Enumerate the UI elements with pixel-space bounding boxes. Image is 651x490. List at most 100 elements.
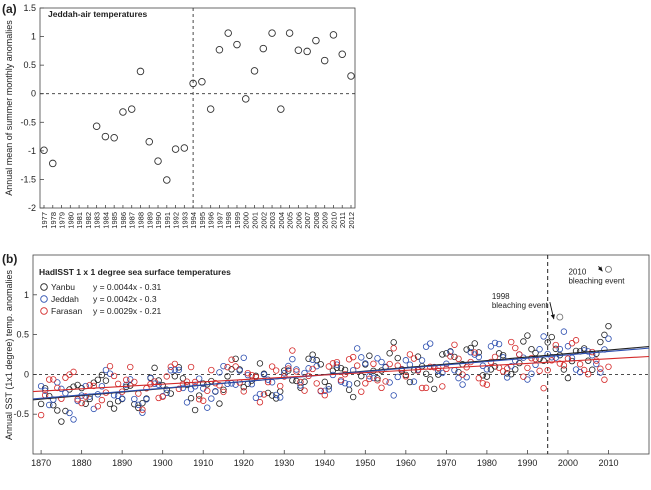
- panel-b-plot: Annual SST (1x1 degree) temp. anomalies …: [4, 254, 650, 468]
- panel-b-data-point-jeddah: [143, 396, 150, 403]
- panel-b-data-point-farasan: [378, 384, 385, 392]
- panel-b-data-point-farasan: [390, 345, 397, 352]
- panel-a-data-point: [215, 45, 224, 54]
- panel-b-data-point-jeddah: [572, 366, 580, 373]
- panel-b-data-point-jeddah: [175, 366, 183, 374]
- panel-b-data-point-jeddah: [426, 340, 434, 347]
- panel-b-data-point-jeddah: [305, 365, 312, 372]
- panel-b-data-point-yanbu: [349, 393, 357, 401]
- panel-b-data-point-jeddah: [183, 399, 191, 406]
- panel-b-data-point-farasan: [524, 364, 531, 372]
- panel-b-data-point-yanbu: [358, 372, 365, 380]
- panel-b-data-point-yanbu: [560, 366, 568, 373]
- panel-a-x-tick-label: 1992: [172, 212, 181, 229]
- panel-a-x-tick-label: 2012: [347, 212, 356, 229]
- panel-b-trend-lines: [32, 345, 650, 401]
- panel-b-data-point-yanbu: [406, 378, 414, 386]
- panel-b-data-point-yanbu: [171, 373, 179, 380]
- panel-b-data-point-jeddah: [256, 390, 264, 398]
- panel-a-data-point: [171, 145, 180, 153]
- panel-b-data-point-yanbu: [544, 339, 551, 346]
- panel-a-x-ticks: 1977 1978 1979 1980 1981 1982 1983 1984 1985 1986…: [40, 205, 356, 229]
- panel-b-data-point-yanbu: [135, 404, 142, 412]
- panel-a-data-point: [224, 29, 232, 37]
- panel-a-y-tick-label: 1.5: [23, 3, 36, 13]
- panel-b-data-point-farasan: [277, 382, 284, 390]
- panel-b-data-point-yanbu: [443, 350, 450, 357]
- panel-b-data-point-farasan: [358, 388, 365, 395]
- panel-b-data-point-farasan: [114, 380, 122, 388]
- panel-b-data-point-farasan: [293, 368, 300, 375]
- panel-b-data-point-jeddah: [236, 367, 243, 374]
- panel-b-data-point-farasan: [345, 356, 353, 363]
- panel-b-data-point-yanbu: [151, 364, 158, 372]
- panel-b-data-point-yanbu: [232, 355, 239, 363]
- panel-b-data-point-yanbu: [313, 356, 320, 364]
- panel-a-x-tick-label: 1994: [189, 212, 198, 229]
- panel-b-data-point-farasan: [204, 387, 211, 394]
- panel-b-data-point-jeddah: [139, 409, 146, 416]
- panel-a-data-point: [180, 144, 189, 152]
- panel-b-data-point-yanbu: [512, 366, 519, 373]
- panel-b-y-tick-label: -0.5: [13, 409, 29, 419]
- panel-b-data-point-yanbu: [548, 333, 555, 341]
- panel-a-y-ticks: -2 -1.5 -1 -0.5 0 0.5 1 1.5: [20, 3, 44, 213]
- legend-marker-jeddah: [40, 295, 48, 303]
- panel-a-x-tick-label: 1997: [215, 212, 224, 229]
- panel-b-data-point-jeddah: [341, 379, 349, 387]
- panel-a-data-point: [277, 105, 285, 113]
- panel-a-data-point: [233, 40, 241, 49]
- panel-a-plot: Jeddah-air temperatures Annual mean of s…: [4, 3, 356, 229]
- panel-b-data-point-farasan: [483, 381, 491, 388]
- panel-a-data-point: [268, 29, 276, 37]
- panel-b-data-point-farasan: [459, 371, 466, 378]
- panel-b-data-point-yanbu: [272, 395, 280, 402]
- panel-b-data-point-farasan: [252, 373, 260, 381]
- panel-b-data-point-farasan: [362, 380, 369, 387]
- panel-b-data-point-jeddah: [333, 361, 341, 368]
- panel-a-data-point: [338, 50, 346, 59]
- panel-b-data-point-jeddah: [536, 346, 543, 353]
- panel-b-data-point-jeddah: [285, 362, 292, 370]
- panel-a-x-tick-label: 1982: [84, 212, 93, 229]
- panel-b-data-point-jeddah: [503, 374, 511, 381]
- panel-b-data-point-yanbu: [220, 386, 227, 393]
- panel-b-data-point-yanbu: [520, 338, 527, 345]
- panel-a-label: (a): [2, 2, 17, 16]
- panel-b-data-point-jeddah: [410, 378, 418, 385]
- panel-b-data-point-yanbu: [139, 399, 146, 407]
- panel-b-data-point-yanbu: [167, 390, 174, 397]
- panel-b-data-point-jeddah: [345, 381, 353, 388]
- panel-b-data-point-yanbu: [317, 361, 324, 368]
- panel-b-data-point-farasan: [289, 347, 296, 354]
- panel-b-data-point-farasan: [200, 397, 207, 404]
- panel-b-data-point-farasan: [585, 371, 592, 378]
- panel-b-data-point-farasan: [605, 363, 612, 370]
- panel-b-data-point-farasan: [601, 376, 608, 383]
- panel-a-data-point: [198, 77, 206, 86]
- panel-b-data-point-farasan: [46, 376, 53, 383]
- panel-b-data-point-farasan: [94, 403, 102, 410]
- panel-b-data-point-jeddah: [277, 394, 284, 401]
- panel-b-data-point-yanbu: [414, 353, 422, 360]
- panel-a-x-tick-label: 1985: [110, 212, 119, 229]
- panel-b-data-point-yanbu: [495, 350, 503, 357]
- panel-b-data-point-jeddah: [495, 340, 503, 348]
- panel-b-data-point-farasan: [512, 344, 519, 352]
- legend-marker-yanbu: [40, 283, 48, 291]
- panel-b-data-point-yanbu: [106, 400, 114, 408]
- panel-b-data-point-yanbu: [366, 352, 373, 359]
- panel-b-data-point-yanbu: [483, 373, 491, 380]
- panel-b-data-point-farasan: [508, 338, 515, 346]
- panel-b-data-point-farasan: [337, 376, 345, 384]
- panel-b-data-point-farasan: [418, 384, 426, 392]
- panel-a-data-point: [163, 176, 171, 184]
- panel-b-data-point-yanbu: [163, 386, 170, 393]
- panel-b-data-point-jeddah: [394, 373, 401, 381]
- annotation-label-2010: bleaching event: [568, 276, 625, 285]
- panel-b-data-point-jeddah: [576, 368, 584, 376]
- panel-b-data-point-farasan: [50, 376, 57, 383]
- panel-b-data-point-farasan: [82, 393, 89, 400]
- panel-b-data-point-farasan: [597, 365, 604, 372]
- panel-b-data-point-yanbu: [605, 322, 612, 330]
